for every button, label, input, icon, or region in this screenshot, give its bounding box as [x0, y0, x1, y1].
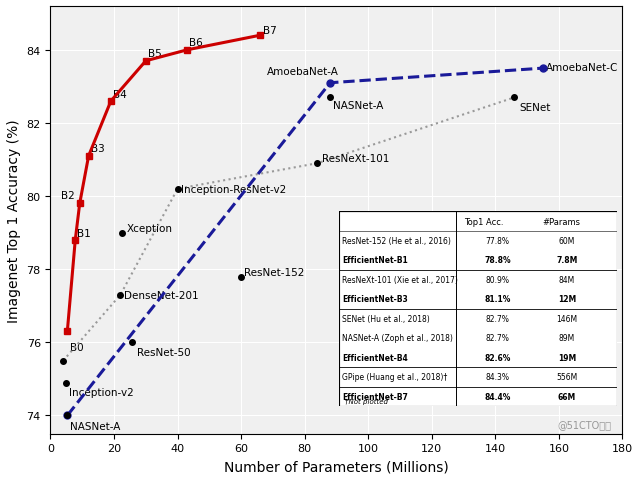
Text: B0: B0: [70, 342, 84, 352]
Text: Inception-ResNet-v2: Inception-ResNet-v2: [180, 185, 286, 195]
Text: B3: B3: [90, 144, 104, 154]
Text: ResNeXt-101: ResNeXt-101: [322, 154, 390, 164]
Y-axis label: Imagenet Top 1 Accuracy (%): Imagenet Top 1 Accuracy (%): [7, 119, 21, 322]
X-axis label: Number of Parameters (Millions): Number of Parameters (Millions): [224, 459, 449, 473]
Text: NASNet-A: NASNet-A: [333, 101, 383, 111]
Text: B7: B7: [264, 26, 277, 36]
Text: B4: B4: [113, 89, 127, 99]
Text: ResNet-50: ResNet-50: [136, 348, 190, 358]
Text: ResNet-152: ResNet-152: [244, 267, 305, 277]
Text: SENet: SENet: [519, 103, 550, 113]
Text: @51CTO博客: @51CTO博客: [557, 420, 611, 430]
Text: AmoebaNet-A: AmoebaNet-A: [267, 66, 339, 76]
Text: Inception-v2: Inception-v2: [69, 387, 134, 397]
Text: B6: B6: [189, 38, 203, 48]
Text: ResNet-34: ResNet-34: [0, 479, 1, 480]
Text: AmoebaNet-C: AmoebaNet-C: [546, 63, 619, 73]
Text: B5: B5: [148, 49, 161, 60]
Text: NASNet-A: NASNet-A: [70, 421, 121, 432]
Text: B2: B2: [61, 191, 74, 201]
Text: Xception: Xception: [127, 223, 173, 233]
Text: B1: B1: [77, 228, 91, 238]
Text: DenseNet-201: DenseNet-201: [124, 291, 198, 301]
